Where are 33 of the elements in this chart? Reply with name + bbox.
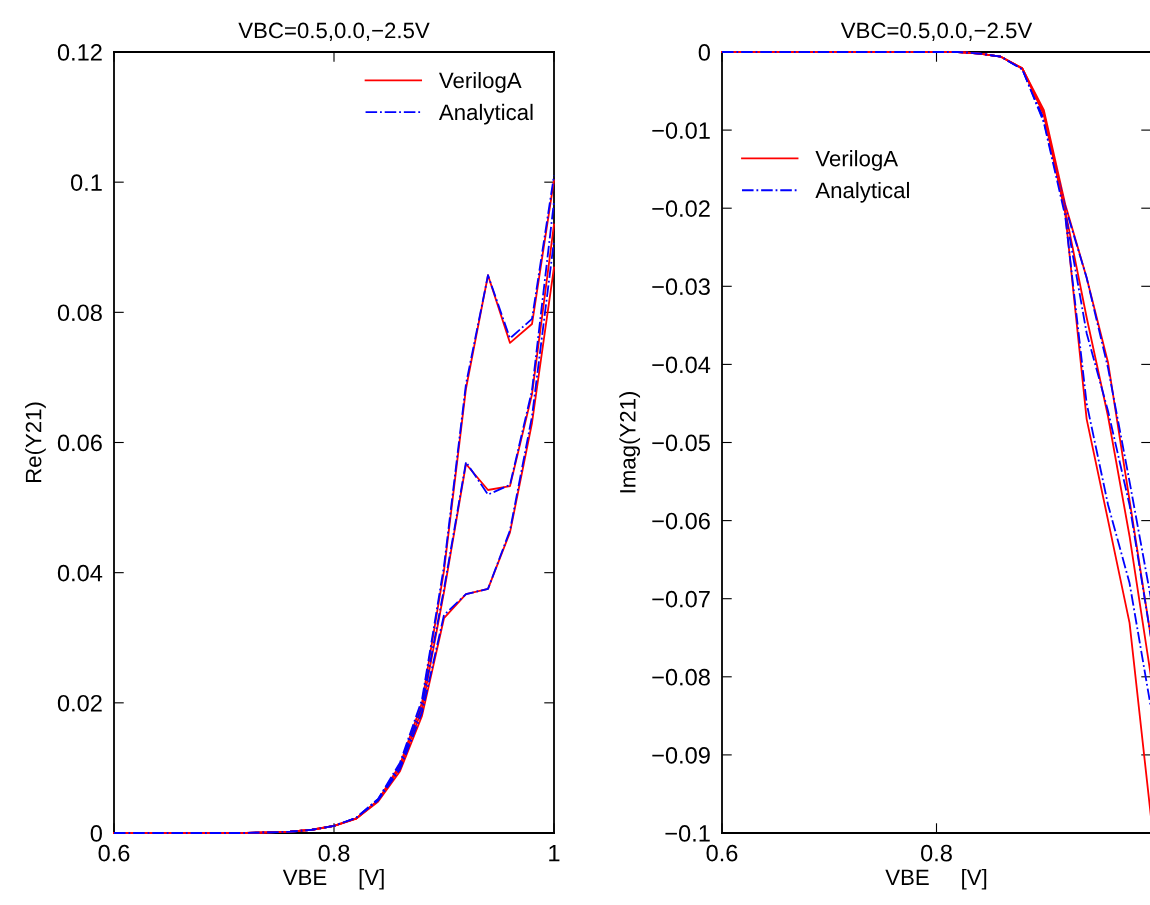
legend-label: Analytical	[815, 181, 909, 203]
chart-title: VBC=0.5,0.0,−2.5V	[840, 22, 1033, 41]
y-axis-title: Re(Y21)	[25, 402, 46, 483]
x-tick-label: 0.6	[98, 844, 130, 862]
y-tick-label: 0.08	[57, 304, 102, 322]
x-axis-title: VBE [V]	[282, 868, 384, 890]
y-tick-label: −0.04	[652, 356, 711, 374]
x-tick-label: 0.6	[706, 844, 738, 862]
y-tick-label: −0.01	[652, 122, 710, 139]
legend-label: VerilogA	[815, 150, 899, 171]
y-tick-label: −0.02	[652, 200, 710, 217]
y-tick-label: −0.09	[652, 746, 710, 764]
y-tick-label: −0.05	[652, 434, 710, 452]
legend-label: Analytical	[438, 103, 533, 125]
y-tick-label: 0.1	[70, 174, 102, 191]
y-tick-label: 0	[90, 825, 102, 842]
legend-label: VerilogA	[438, 72, 522, 93]
y-tick-label: −0.1	[665, 825, 710, 842]
y-tick-label: 0.12	[57, 44, 102, 61]
x-tick-label: 0.8	[921, 844, 952, 862]
y-tick-label: 0.06	[57, 434, 102, 452]
x-tick-label: 0.8	[318, 844, 350, 862]
y-axis-title: Imag(Y21)	[619, 392, 641, 493]
y-tick-label: 0.02	[57, 694, 102, 712]
y-tick-label: −0.08	[652, 668, 710, 686]
y-tick-label: −0.07	[652, 590, 710, 608]
y-tick-label: −0.03	[652, 278, 710, 296]
y-tick-label: 0.04	[57, 564, 103, 582]
y-tick-label: −0.06	[652, 512, 710, 530]
x-axis-title: VBE [V]	[885, 868, 987, 890]
chart-title: VBC=0.5,0.0,−2.5V	[238, 22, 430, 41]
y-tick-label: 0	[698, 44, 710, 61]
x-tick-label: 1	[549, 844, 560, 862]
